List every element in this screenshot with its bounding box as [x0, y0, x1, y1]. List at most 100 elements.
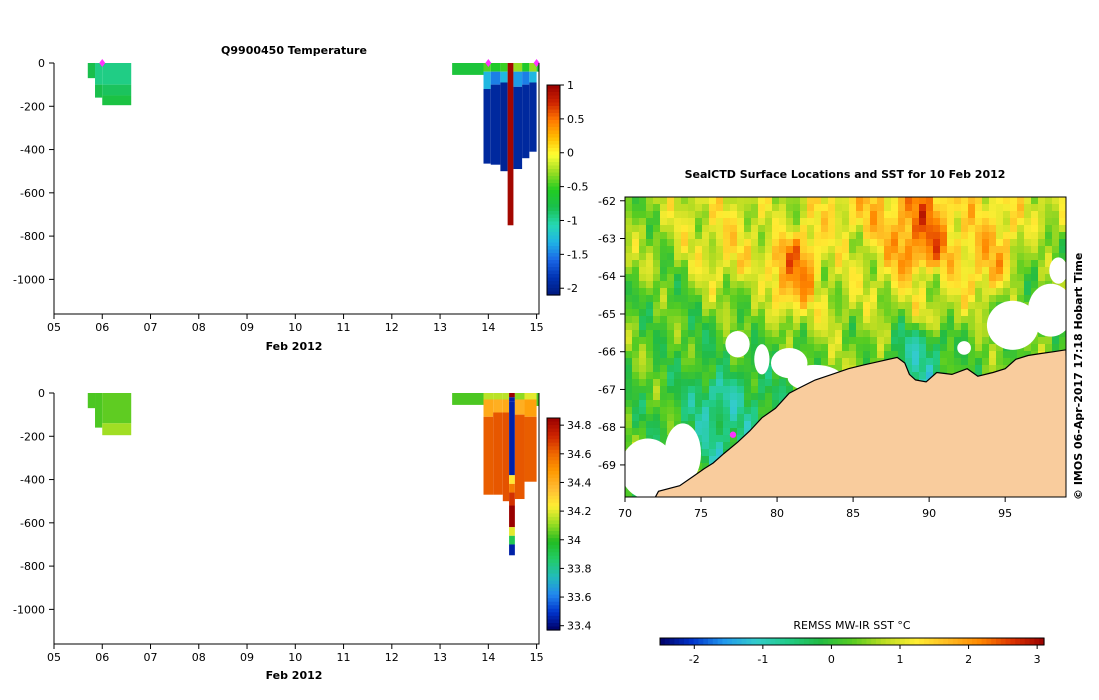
sst-cell	[807, 281, 815, 289]
sst-cell	[919, 309, 927, 317]
sst-cell	[730, 316, 738, 324]
colorbar-swatch	[547, 291, 560, 296]
sst-cell	[849, 358, 857, 366]
sst-cell	[730, 260, 738, 268]
sst-cell	[877, 211, 885, 219]
sst-cell	[625, 379, 633, 387]
sst-cell	[667, 218, 675, 226]
sst-cell	[912, 204, 920, 212]
salinity-x-ticks: 05 06 07 08 09 10 11 12 13 14 15	[47, 644, 544, 664]
sst-cell	[989, 351, 997, 359]
sst-cell	[709, 449, 717, 457]
sst-cell	[800, 295, 808, 303]
sst-cell	[884, 232, 892, 240]
sst-cell	[821, 267, 829, 275]
colorbar-tick-label: 34.6	[567, 448, 592, 461]
sst-cell	[933, 253, 941, 261]
sst-cell	[681, 393, 689, 401]
sst-cell	[891, 323, 899, 331]
sst-cell	[688, 421, 696, 429]
sst-cell	[947, 281, 955, 289]
sst-cell	[667, 372, 675, 380]
colorbar-swatch	[547, 179, 560, 184]
y-tick-label: 0	[38, 387, 45, 400]
sst-colorbar-swatch	[698, 638, 704, 645]
sst-cell	[835, 316, 843, 324]
sst-cell	[1024, 218, 1032, 226]
sst-cell	[849, 246, 857, 254]
sst-cell	[1024, 344, 1032, 352]
sst-cell	[898, 344, 906, 352]
sst-cell	[926, 358, 934, 366]
sst-cell	[744, 407, 752, 415]
sst-cell	[814, 218, 822, 226]
sst-cell	[674, 232, 682, 240]
sst-colorbar-swatch	[664, 638, 671, 645]
sst-cell	[940, 309, 948, 317]
y-tick-label: -1000	[13, 603, 45, 616]
sst-cell	[1024, 232, 1032, 240]
sst-colorbar-swatch	[722, 638, 728, 645]
sst-cell	[667, 274, 675, 282]
sst-cell	[954, 351, 962, 359]
profile-segment	[502, 412, 510, 502]
sst-cell	[961, 309, 969, 317]
map-x-tick-label: 90	[922, 507, 936, 520]
sst-cell	[1031, 197, 1039, 205]
sst-cell	[758, 309, 766, 317]
sst-cell	[884, 351, 892, 359]
sst-cell	[737, 421, 745, 429]
sst-cell	[744, 288, 752, 296]
sst-cell	[891, 232, 899, 240]
sst-cell	[849, 351, 857, 359]
sst-cell	[709, 379, 717, 387]
sst-cell	[975, 246, 983, 254]
sst-cell	[940, 351, 948, 359]
sst-cell	[779, 211, 787, 219]
sst-cell	[639, 358, 647, 366]
sst-cell	[1052, 218, 1060, 226]
sst-colorbar-swatch	[712, 638, 719, 645]
sst-cell	[842, 295, 850, 303]
sst-cell	[660, 358, 668, 366]
sst-colorbar: -2 -1 0 1 2 3	[659, 637, 1045, 666]
sst-cell	[947, 239, 955, 247]
sst-cell	[856, 246, 864, 254]
sst-cell	[863, 281, 871, 289]
sst-cell	[982, 246, 990, 254]
sst-cell	[772, 239, 780, 247]
sst-cell	[681, 225, 689, 233]
sst-cell	[898, 225, 906, 233]
map-y-tick-label: -68	[598, 421, 616, 434]
cloud-patch	[1027, 283, 1066, 337]
sst-cell	[835, 253, 843, 261]
colorbar-swatch	[547, 577, 560, 582]
sst-cell	[800, 211, 808, 219]
sst-cell	[625, 281, 633, 289]
sst-cell	[793, 309, 801, 317]
sst-cell	[989, 239, 997, 247]
sst-cell	[842, 267, 850, 275]
profile-segment	[483, 88, 491, 164]
sst-cell	[751, 288, 759, 296]
temperature-axes-frame	[53, 63, 540, 315]
sst-cell	[709, 260, 717, 268]
sst-cell	[905, 351, 913, 359]
sst-cell	[898, 267, 906, 275]
profile-segment	[490, 71, 501, 85]
sst-cell	[1059, 218, 1066, 226]
sst-cell	[821, 323, 829, 331]
sst-cell	[758, 197, 766, 205]
sst-cell	[688, 393, 696, 401]
sst-cell	[849, 232, 857, 240]
sst-cell	[667, 246, 675, 254]
sst-cell	[632, 211, 640, 219]
sst-cell	[702, 442, 710, 450]
sst-cell	[919, 372, 927, 380]
sst-cell	[989, 267, 997, 275]
sst-cell	[702, 323, 710, 331]
sst-cell	[891, 288, 899, 296]
sst-cell	[632, 358, 640, 366]
cloud-patch	[754, 344, 770, 375]
colorbar-tick-label: 33.6	[567, 591, 592, 604]
